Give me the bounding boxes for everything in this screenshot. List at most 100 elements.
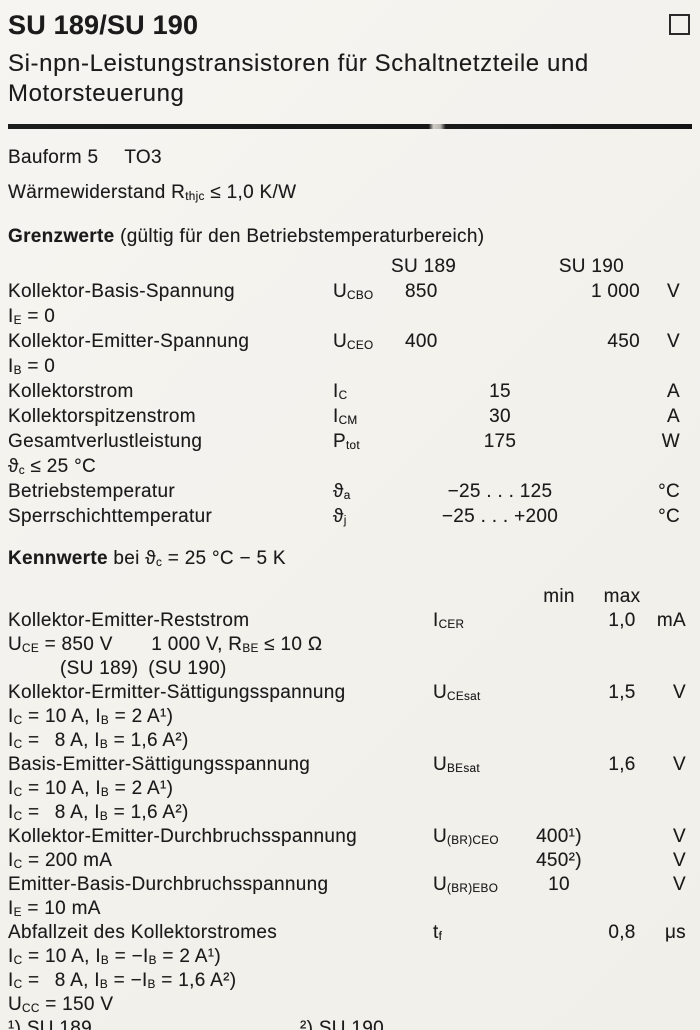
condition-row-with-value: IC = 200 mA 450²) V	[8, 850, 692, 874]
param-symbol: ϑa	[333, 480, 351, 502]
package-line: Bauform 5 TO3	[8, 146, 692, 170]
column-header-max: max	[603, 585, 641, 607]
param-unit: V	[667, 280, 680, 302]
param-symbol: ICM	[333, 405, 358, 427]
page-header: SU 189/SU 190	[8, 10, 692, 40]
condition-line: IC = 10 A, IB = −IB = 2 A¹)	[8, 945, 221, 967]
param-label: Kollektorspitzenstrom	[8, 405, 196, 427]
condition-row: IC = 8 A, IB = −IB = 1,6 A²)	[8, 970, 692, 994]
condition-line: IE = 0	[8, 305, 56, 327]
table-row: Kollektor-Ermitter-Sättigungsspannung UC…	[8, 682, 692, 706]
param-unit: mA	[656, 609, 686, 631]
condition-row: IC = 10 A, IB = 2 A¹)	[8, 706, 692, 730]
condition-line: IB = 0	[8, 355, 56, 377]
condition-row: IE = 0	[8, 306, 692, 331]
section-heading-grenzwerte: Grenzwerte (gültig für den Betriebstempe…	[8, 225, 692, 249]
table-row: Kollektor-Emitter-Reststrom ICER 1,0 mA	[8, 610, 692, 634]
condition-row: IC = 8 A, IB = 1,6 A²)	[8, 802, 692, 826]
table-row: Kollektor-Basis-Spannung UCBO 850 1 000 …	[8, 281, 692, 306]
value-min: 450²)	[536, 849, 582, 871]
page-subtitle: Si-npn-Leistungstransistoren für Schaltn…	[8, 50, 589, 107]
param-label: Abfallzeit des Kollektorstromes	[8, 921, 278, 943]
table-row: Betriebstemperatur ϑa −25 . . . 125 °C	[8, 481, 692, 506]
param-unit: °C	[658, 480, 680, 502]
condition-line: ϑc ≤ 25 °C	[8, 455, 97, 477]
table-row: Kollektorspitzenstrom ICM 30 A	[8, 406, 692, 431]
param-label: Sperrschichttemperatur	[8, 505, 213, 527]
param-symbol: UCBO	[333, 280, 374, 302]
condition-row: IC = 8 A, IB = 1,6 A²)	[8, 730, 692, 754]
value-max: 1,0	[608, 609, 636, 631]
value-su189: 850	[405, 280, 438, 302]
param-symbol: U(BR)EBO	[433, 873, 499, 895]
param-unit: °C	[658, 505, 680, 527]
grenzwerte-heading-note: (gültig für den Betriebstemperaturbereic…	[114, 225, 485, 247]
param-values: 850 1 000	[405, 281, 640, 303]
table-row: Basis-Emitter-Sättigungsspannung UBEsat …	[8, 754, 692, 778]
footnotes-row: ¹) SU 189 ²) SU 190	[8, 1018, 692, 1030]
column-header-min: min	[543, 585, 575, 607]
kennwerte-heading-rest: bei ϑc = 25 °C − 5 K	[107, 547, 286, 569]
condition-row: UCC = 150 V	[8, 994, 692, 1018]
param-unit: A	[667, 380, 680, 402]
param-symbol: UCEsat	[433, 681, 481, 703]
param-value: −25 . . . 125	[447, 480, 553, 502]
param-unit: V	[673, 825, 686, 847]
param-value: 175	[483, 430, 517, 452]
grenzwerte-column-header-row: SU 189 SU 190	[8, 256, 692, 281]
condition-row: (SU 189) (SU 190)	[8, 658, 692, 682]
table-row: Abfallzeit des Kollektorstromes tf 0,8 μ…	[8, 922, 692, 946]
param-label: Betriebstemperatur	[8, 480, 175, 502]
table-row: Kollektor-Emitter-Spannung UCEO 400 450 …	[8, 331, 692, 356]
column-header-su190: SU 190	[558, 255, 624, 277]
param-label: Kollektorstrom	[8, 380, 134, 402]
condition-row: IE = 10 mA	[8, 898, 692, 922]
param-unit: V	[673, 873, 686, 895]
param-label: Kollektor-Emitter-Spannung	[8, 330, 250, 352]
condition-row: IC = 10 A, IB = −IB = 2 A¹)	[8, 946, 692, 970]
page-title: SU 189/SU 190	[8, 10, 199, 40]
grenzwerte-heading: Grenzwerte	[8, 225, 115, 247]
value-su190: 450	[607, 330, 640, 352]
condition-line: UCE = 850 V 1 000 V, RBE ≤ 10 Ω	[8, 633, 323, 655]
value-min: 400¹)	[536, 825, 582, 847]
condition-line: IC = 200 mA	[8, 849, 113, 871]
column-headers: SU 189 SU 190	[391, 255, 640, 278]
value-max: 0,8	[608, 921, 636, 943]
param-symbol: IC	[333, 380, 348, 402]
param-unit: μs	[664, 921, 686, 943]
section-heading-kennwerte: Kennwerte bei ϑc = 25 °C − 5 K	[8, 547, 692, 575]
condition-line: IC = 8 A, IB = −IB = 1,6 A²)	[8, 969, 237, 991]
footnote-su189: ¹) SU 189	[8, 1017, 93, 1030]
table-row: Gesamtverlustleistung Ptot 175 W	[8, 431, 692, 456]
param-label: Kollektor-Basis-Spannung	[8, 280, 235, 302]
param-unit: A	[667, 405, 680, 427]
column-header-su189: SU 189	[391, 255, 457, 277]
condition-line: IC = 10 A, IB = 2 A¹)	[8, 777, 174, 799]
condition-line: IE = 10 mA	[8, 897, 101, 919]
param-symbol: UCEO	[333, 330, 374, 352]
table-row: Kollektorstrom IC 15 A	[8, 381, 692, 406]
footnote-su190: ²) SU 190	[300, 1017, 385, 1030]
param-symbol: ϑj	[333, 505, 347, 527]
kennwerte-column-header-row: min max	[8, 586, 692, 610]
divider-rule	[8, 124, 692, 129]
package-label: Bauform 5	[8, 147, 99, 168]
param-unit: V	[673, 681, 686, 703]
package-value: TO3	[124, 147, 162, 168]
table-row: Emitter-Basis-Durchbruchsspannung U(BR)E…	[8, 874, 692, 898]
condition-line: UCC = 150 V	[8, 993, 114, 1015]
param-label: Kollektor-Emitter-Reststrom	[8, 609, 250, 631]
param-symbol: UBEsat	[433, 753, 480, 775]
param-unit: W	[661, 430, 680, 452]
condition-line: IC = 8 A, IB = 1,6 A²)	[8, 801, 189, 823]
param-values: 400 450	[405, 331, 640, 353]
table-row: Sperrschichttemperatur ϑj −25 . . . +200…	[8, 506, 692, 531]
table-row: Kollektor-Emitter-Durchbruchsspannung U(…	[8, 826, 692, 850]
param-label: Kollektor-Emitter-Durchbruchsspannung	[8, 825, 358, 847]
param-unit: V	[673, 849, 686, 871]
param-label: Basis-Emitter-Sättigungsspannung	[8, 753, 311, 775]
param-value: 15	[489, 380, 511, 402]
kennwerte-heading: Kennwerte	[8, 547, 108, 569]
